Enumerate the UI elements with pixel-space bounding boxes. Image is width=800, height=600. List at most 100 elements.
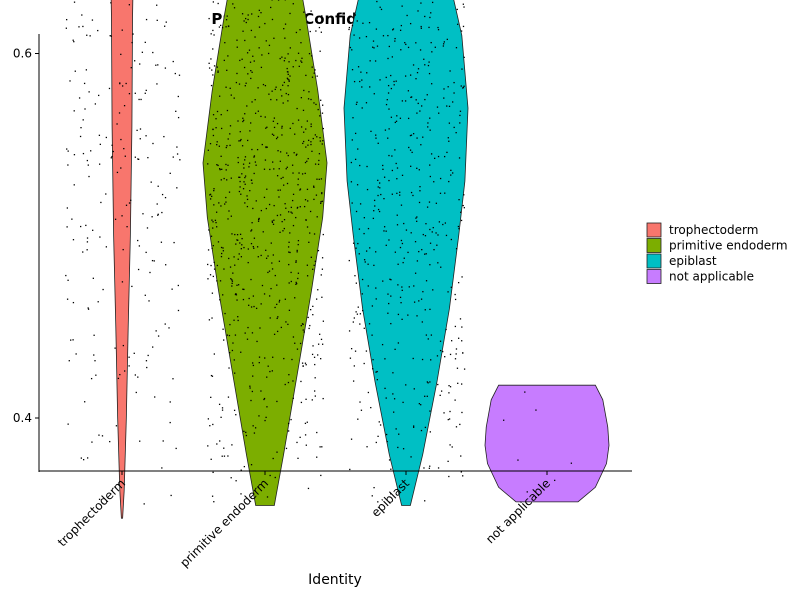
data-point [94, 360, 96, 362]
data-point [363, 232, 365, 235]
data-point [251, 101, 253, 103]
data-point [460, 211, 462, 213]
data-point [223, 339, 225, 341]
data-point [443, 155, 446, 158]
data-point [279, 160, 281, 162]
data-point [428, 26, 430, 29]
data-point [250, 278, 252, 281]
data-point [161, 211, 163, 214]
data-point [277, 150, 279, 152]
data-point [368, 22, 371, 24]
data-point [237, 284, 240, 286]
data-point [177, 95, 179, 98]
data-point [271, 90, 273, 92]
data-point [72, 39, 74, 41]
data-point [139, 128, 142, 130]
data-point [450, 238, 453, 241]
data-point [280, 89, 282, 91]
data-point [73, 1, 76, 3]
data-point [80, 225, 82, 228]
data-point [239, 176, 241, 178]
data-point [387, 92, 390, 94]
data-point [296, 441, 298, 444]
data-point [356, 184, 359, 186]
data-point [251, 148, 253, 151]
data-point [416, 167, 418, 169]
data-point [297, 277, 299, 280]
data-point [234, 293, 237, 296]
data-point [232, 3, 234, 5]
data-point [120, 138, 122, 141]
data-point [454, 358, 457, 360]
data-point [306, 21, 308, 23]
data-point [455, 132, 457, 134]
data-point [292, 172, 294, 174]
data-point [314, 69, 316, 71]
data-point [276, 330, 279, 333]
data-point [419, 110, 421, 112]
data-point [120, 167, 122, 169]
data-point [410, 96, 412, 99]
data-point [295, 260, 297, 262]
data-point [429, 264, 431, 266]
data-point [377, 142, 379, 144]
data-point [65, 274, 67, 277]
data-point [393, 398, 396, 400]
data-point [392, 28, 395, 30]
data-point [145, 18, 148, 21]
data-point [277, 0, 280, 1]
data-point [424, 395, 426, 397]
data-point [288, 79, 290, 81]
data-point [395, 120, 398, 122]
data-point [208, 67, 211, 69]
data-point [263, 397, 266, 400]
data-point [400, 49, 402, 51]
data-point [156, 83, 158, 85]
data-point [297, 178, 299, 180]
data-point [382, 35, 385, 37]
data-point [288, 309, 291, 311]
data-point [90, 150, 92, 152]
data-point [417, 102, 419, 105]
data-point [387, 57, 389, 60]
data-point [210, 84, 213, 87]
data-point [302, 329, 304, 331]
data-point [306, 264, 309, 266]
data-point [249, 189, 251, 192]
data-point [401, 289, 403, 291]
data-point [254, 427, 257, 429]
data-point [274, 274, 276, 277]
data-point [244, 39, 246, 42]
data-point [458, 228, 460, 230]
data-point [422, 291, 424, 293]
data-point [75, 353, 77, 355]
data-point [128, 356, 130, 358]
data-point [321, 296, 323, 298]
data-point [269, 317, 271, 319]
data-point [219, 168, 221, 170]
data-point [217, 164, 219, 167]
data-point [385, 76, 387, 79]
data-point [86, 237, 89, 239]
data-point [252, 364, 255, 367]
data-point [300, 126, 303, 128]
data-point [276, 284, 278, 286]
data-point [216, 264, 219, 267]
data-point [400, 24, 403, 27]
data-point [316, 216, 318, 218]
data-point [97, 301, 99, 303]
data-point [170, 494, 172, 497]
data-point [442, 350, 444, 353]
data-point [410, 165, 412, 167]
data-point [448, 122, 451, 124]
data-point [279, 189, 281, 191]
data-point [244, 175, 247, 177]
data-point [367, 285, 369, 287]
data-point [307, 139, 310, 142]
data-point [239, 180, 241, 183]
data-point [407, 251, 409, 254]
data-point [352, 321, 354, 323]
data-point [349, 357, 352, 359]
legend-label: trophectoderm [669, 223, 758, 237]
data-point [321, 143, 323, 145]
